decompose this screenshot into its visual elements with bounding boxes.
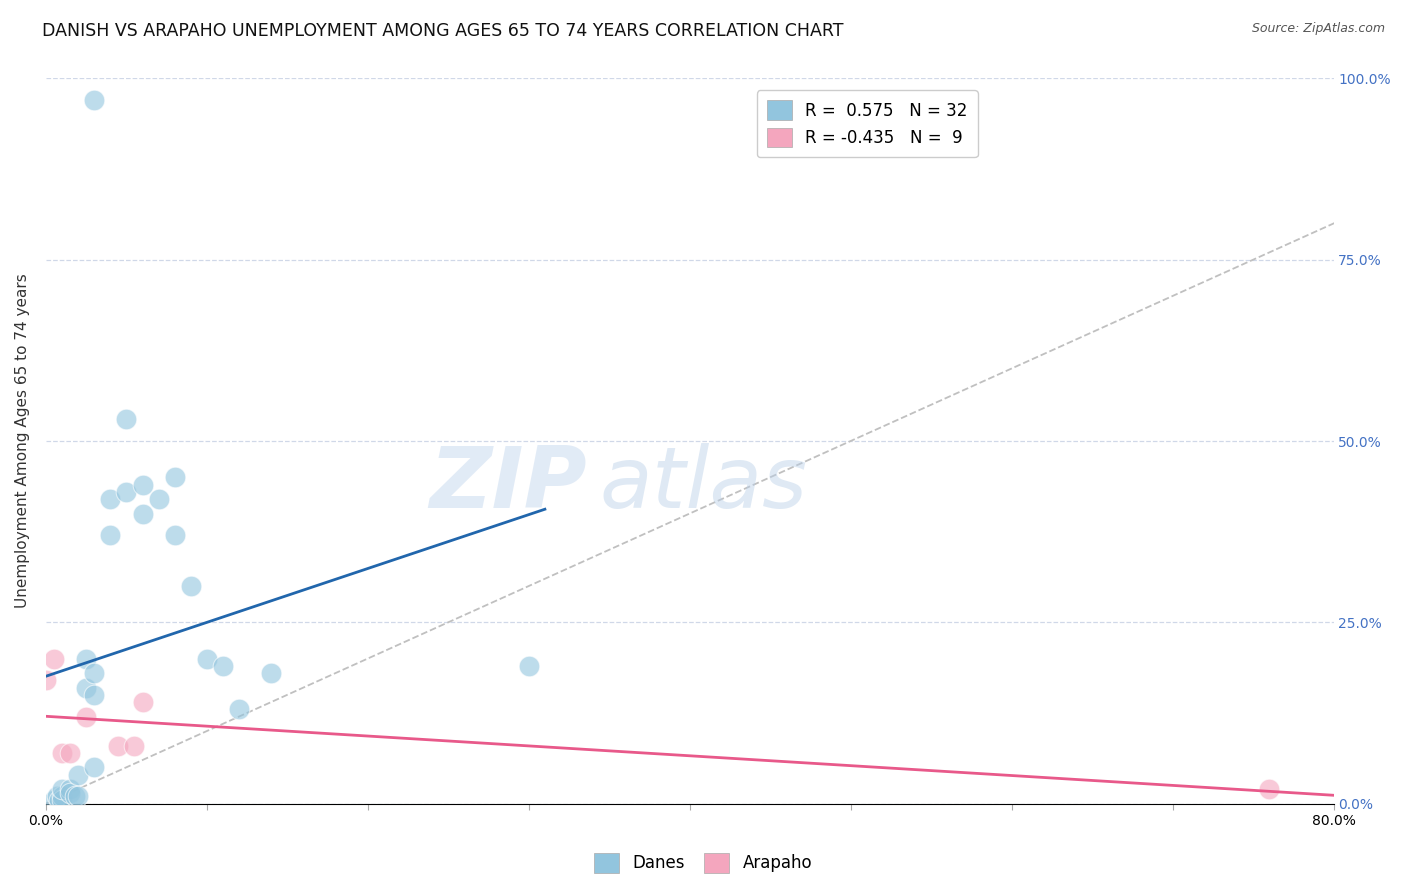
Point <box>517 658 540 673</box>
Point <box>51 746 73 760</box>
Point <box>131 477 153 491</box>
Point <box>163 470 186 484</box>
Point <box>1258 782 1281 797</box>
Y-axis label: Unemployment Among Ages 65 to 74 years: Unemployment Among Ages 65 to 74 years <box>15 274 30 608</box>
Point <box>115 484 138 499</box>
Point <box>67 789 90 804</box>
Point <box>124 739 146 753</box>
Point <box>35 673 58 688</box>
Text: atlas: atlas <box>599 443 807 526</box>
Point <box>83 760 105 774</box>
Text: Source: ZipAtlas.com: Source: ZipAtlas.com <box>1251 22 1385 36</box>
Point <box>228 702 250 716</box>
Legend: R =  0.575   N = 32, R = -0.435   N =  9: R = 0.575 N = 32, R = -0.435 N = 9 <box>756 90 977 157</box>
Point <box>51 793 73 807</box>
Point <box>83 688 105 702</box>
Point <box>59 786 82 800</box>
Point <box>98 528 121 542</box>
Point <box>51 782 73 797</box>
Point <box>212 658 235 673</box>
Point <box>83 93 105 107</box>
Legend: Danes, Arapaho: Danes, Arapaho <box>586 847 820 880</box>
Point <box>75 681 97 695</box>
Text: DANISH VS ARAPAHO UNEMPLOYMENT AMONG AGES 65 TO 74 YEARS CORRELATION CHART: DANISH VS ARAPAHO UNEMPLOYMENT AMONG AGE… <box>42 22 844 40</box>
Point <box>98 491 121 506</box>
Point <box>46 789 69 804</box>
Point <box>180 579 202 593</box>
Point <box>131 695 153 709</box>
Point <box>67 767 90 781</box>
Point <box>148 491 170 506</box>
Point <box>107 739 129 753</box>
Point <box>195 651 218 665</box>
Point <box>163 528 186 542</box>
Point <box>63 789 86 804</box>
Text: ZIP: ZIP <box>429 443 586 526</box>
Point <box>83 666 105 681</box>
Point <box>131 507 153 521</box>
Point <box>115 412 138 426</box>
Point <box>59 746 82 760</box>
Point <box>260 666 283 681</box>
Point <box>51 789 73 804</box>
Point <box>48 793 70 807</box>
Point <box>75 651 97 665</box>
Point <box>59 782 82 797</box>
Point <box>42 793 65 807</box>
Point <box>42 651 65 665</box>
Point <box>75 709 97 723</box>
